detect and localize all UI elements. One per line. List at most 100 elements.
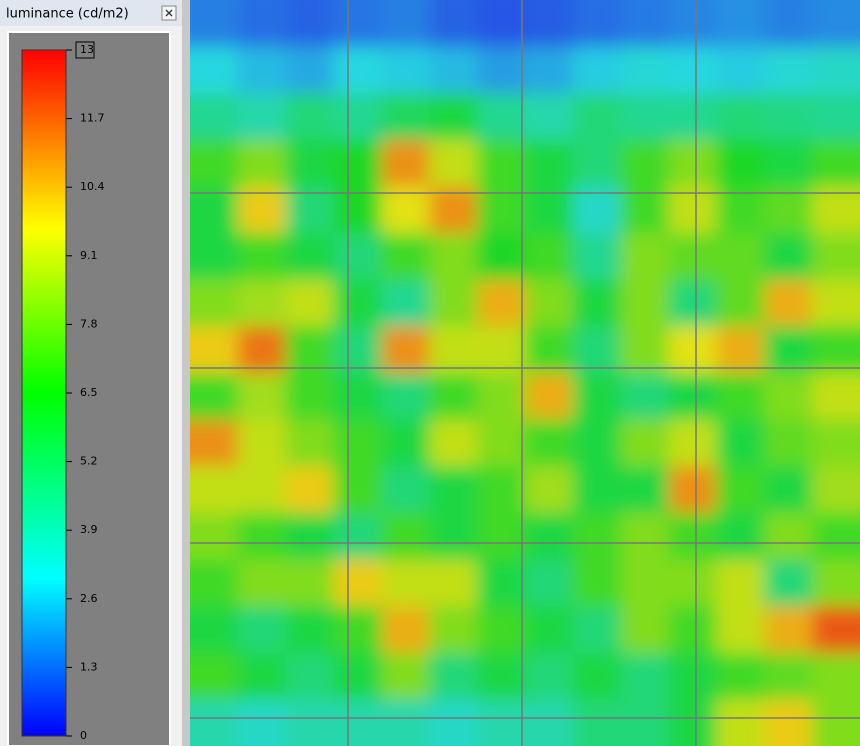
heatmap-cell: [764, 373, 814, 421]
heatmap-cell: [812, 559, 860, 608]
heatmap-cell: [237, 419, 287, 468]
heatmap-cell: [525, 326, 574, 374]
heatmap-cell: [285, 512, 335, 561]
heatmap-cell: [525, 419, 574, 468]
heatmap-cell: [285, 373, 335, 421]
heatmap-cell: [477, 93, 526, 141]
heatmap-cell: [190, 559, 239, 608]
heatmap-cell: [764, 466, 814, 514]
heatmap-cell: [381, 139, 431, 188]
heatmap-cell: [812, 606, 860, 654]
heatmap-cell: [237, 279, 287, 328]
heatmap-cell: [620, 699, 670, 746]
colorbar-tick-label: 1.3: [80, 660, 98, 673]
panel-title: luminance (cd/m2): [6, 7, 129, 22]
heatmap-cell: [477, 233, 526, 281]
heatmap-cell: [190, 139, 239, 188]
heatmap-cell: [572, 0, 622, 48]
heatmap-cell: [620, 466, 670, 514]
heatmap-cell: [237, 233, 287, 281]
heatmap-cell: [333, 512, 383, 561]
heatmap-cell: [716, 512, 766, 561]
heatmap-cell: [381, 419, 431, 468]
heatmap-cell: [812, 652, 860, 701]
heatmap-cell: [668, 419, 718, 468]
heatmap-cell: [333, 0, 383, 48]
colorbar-max-box: [75, 41, 95, 59]
heatmap-cell: [716, 139, 766, 188]
heatmap-cell: [381, 0, 431, 48]
heatmap-cell: [381, 512, 431, 561]
heatmap-cell: [812, 279, 860, 328]
heatmap-cell: [812, 0, 860, 48]
heatmap-cell: [333, 652, 383, 701]
heatmap-cell: [190, 466, 239, 514]
heatmap-cell: [190, 233, 239, 281]
heatmap-cell: [429, 0, 479, 48]
heatmap-cell: [477, 419, 526, 468]
close-button[interactable]: [161, 5, 177, 21]
heatmap-cell: [716, 606, 766, 654]
heatmap-cell: [764, 233, 814, 281]
heatmap-cell: [764, 606, 814, 654]
heatmap-cell: [285, 699, 335, 746]
heatmap-cell: [764, 186, 814, 235]
heatmap-cell: [525, 373, 574, 421]
heatmap-cell: [429, 699, 479, 746]
heatmap-cell: [381, 373, 431, 421]
heatmap-cell: [525, 466, 574, 514]
heatmap-cell: [764, 46, 814, 95]
heatmap-cell: [668, 606, 718, 654]
heatmap-cell: [716, 373, 766, 421]
heatmap-cell: [285, 93, 335, 141]
heatmap-cell: [237, 559, 287, 608]
heatmap-cell: [285, 559, 335, 608]
heatmap-cell: [812, 233, 860, 281]
heatmap-cell: [668, 373, 718, 421]
heatmap-cell: [668, 699, 718, 746]
heatmap-cell: [525, 186, 574, 235]
heatmap-cell: [477, 606, 526, 654]
heatmap-cell: [333, 93, 383, 141]
heatmap-cell: [716, 559, 766, 608]
heatmap-cell: [237, 373, 287, 421]
heatmap-cell: [764, 652, 814, 701]
heatmap-cell: [620, 46, 670, 95]
heatmap-cell: [190, 419, 239, 468]
heatmap-cell: [381, 186, 431, 235]
heatmap-cell: [525, 93, 574, 141]
heatmap-cell: [237, 46, 287, 95]
heatmap-cell: [285, 0, 335, 48]
heatmap-cell: [668, 652, 718, 701]
heatmap-cell: [716, 419, 766, 468]
heatmap-cell: [716, 46, 766, 95]
heatmap-cell: [429, 93, 479, 141]
heatmap-cell: [429, 512, 479, 561]
heatmap-cell: [237, 512, 287, 561]
heatmap-cell: [190, 373, 239, 421]
heatmap-cell: [237, 466, 287, 514]
heatmap-cell: [190, 186, 239, 235]
heatmap-cell: [764, 0, 814, 48]
heatmap-cell: [237, 186, 287, 235]
heatmap-cell: [429, 419, 479, 468]
heatmap-cell: [477, 46, 526, 95]
heatmap-cell: [525, 699, 574, 746]
heatmap-cell: [381, 46, 431, 95]
divider: [182, 0, 190, 746]
heatmap-cell: [668, 233, 718, 281]
heatmap-cell: [381, 559, 431, 608]
heatmap-cell: [477, 559, 526, 608]
heatmap-cell: [668, 279, 718, 328]
heatmap-cell: [764, 139, 814, 188]
heatmap-cell: [716, 93, 766, 141]
heatmap-cell: [525, 606, 574, 654]
heatmap-cell: [285, 466, 335, 514]
heatmap-cell: [477, 139, 526, 188]
heatmap-cell: [620, 139, 670, 188]
heatmap-cell: [333, 186, 383, 235]
heatmap-cell: [429, 139, 479, 188]
heatmap-cell: [525, 0, 574, 48]
heatmap-cell: [333, 139, 383, 188]
heatmap-cell: [477, 699, 526, 746]
